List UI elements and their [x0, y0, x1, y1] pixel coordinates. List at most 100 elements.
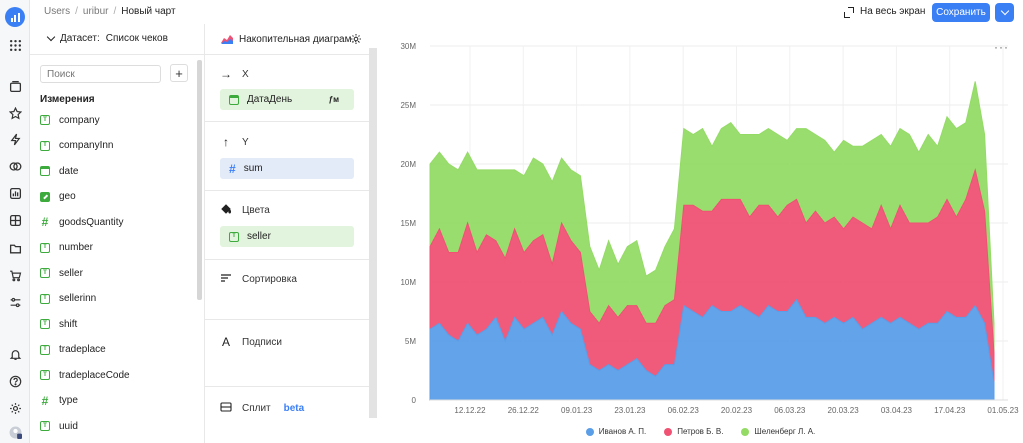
text-type-icon: T	[229, 231, 239, 242]
y-tick-label: 10M	[400, 278, 416, 287]
x-field-function-icon[interactable]: ƒм	[328, 95, 339, 104]
date-type-icon	[229, 94, 239, 105]
field-name: tradeplace	[59, 344, 106, 355]
add-field-button[interactable]: +	[170, 64, 188, 82]
chevron-down-icon	[46, 32, 56, 42]
datalens-logo-icon[interactable]	[5, 7, 25, 27]
stacked-area-icon	[221, 35, 233, 44]
x-tick-label: 20.02.23	[721, 406, 753, 415]
legend-label: Шеленберг Л. А.	[754, 427, 816, 436]
sections-scrollbar[interactable]	[369, 48, 377, 418]
color-field-name: seller	[247, 231, 271, 242]
marketplace-cart-icon[interactable]	[7, 267, 23, 283]
field-search-input[interactable]	[40, 65, 161, 83]
field-name: shift	[59, 318, 78, 330]
apps-grid-icon[interactable]	[7, 37, 23, 53]
section-split[interactable]: Сплит beta	[205, 386, 369, 443]
field-item-goodsQuantity[interactable]: # goodsQuantity	[40, 214, 124, 230]
date-type-icon	[40, 166, 50, 176]
legend-item[interactable]: Иванов А. П.	[585, 427, 646, 436]
field-name: companyInn	[59, 140, 114, 151]
visualization-type-selector[interactable]: Накопительная диаграм...	[220, 33, 360, 45]
connections-bolt-icon[interactable]	[7, 131, 23, 147]
dashboards-icon[interactable]	[7, 212, 23, 228]
x-tick-label: 03.04.23	[881, 406, 913, 415]
field-item-geo[interactable]: geo	[40, 189, 76, 205]
x-tick-label: 20.03.23	[828, 406, 860, 415]
beta-badge: beta	[283, 402, 305, 414]
y-field-name: sum	[243, 163, 263, 174]
fullscreen-label: На весь экран	[860, 6, 926, 17]
x-tick-label: 09.01.23	[561, 406, 593, 415]
field-name: tradeplaceCode	[59, 369, 130, 381]
section-labels-label: A Подписи	[221, 335, 282, 349]
save-button[interactable]: Сохранить	[932, 3, 990, 22]
notifications-bell-icon[interactable]	[7, 346, 23, 362]
fullscreen-button[interactable]: На весь экран	[844, 6, 926, 18]
dataset-selector[interactable]: Датасет: Список чеков	[46, 32, 168, 44]
field-name: sellerinn	[59, 293, 97, 304]
text-type-icon: T	[40, 115, 50, 125]
legend-label: Петров Б. В.	[677, 427, 724, 436]
x-field-chip[interactable]: ДатаДень ƒм	[220, 89, 354, 110]
collections-icon[interactable]	[7, 78, 23, 94]
field-item-date[interactable]: date	[40, 163, 78, 179]
field-item-type[interactable]: # type	[40, 393, 78, 409]
left-rail	[0, 0, 30, 443]
breadcrumb-current-chart: Новый чарт	[121, 6, 176, 17]
visualization-type-label: Накопительная диаграм...	[239, 33, 360, 45]
charts-bar-icon[interactable]	[7, 185, 23, 201]
legend-item[interactable]: Петров Б. В.	[664, 427, 723, 436]
dataset-title: Датасет:	[60, 33, 100, 44]
y-tick-label: 30M	[400, 42, 416, 51]
text-type-icon: T	[40, 421, 50, 431]
text-type-icon: T	[40, 140, 50, 151]
settings-sliders-icon[interactable]	[7, 294, 23, 310]
paint-bucket-icon	[220, 203, 232, 218]
dimensions-heading: Измерения	[40, 94, 95, 105]
chart-menu-dots-icon[interactable]: ···	[994, 40, 1009, 54]
legend-swatch	[741, 427, 750, 436]
help-question-icon[interactable]	[7, 373, 23, 389]
breadcrumb-uribur[interactable]: uribur	[82, 6, 109, 17]
field-name: date	[59, 165, 79, 177]
favorites-star-icon[interactable]	[7, 105, 23, 121]
stacked-area-chart: 0 5M 10M 15M 20M 25M 30M 12.12.22 26.12.22 09.01.…	[400, 42, 1019, 415]
avatar[interactable]	[7, 424, 23, 440]
section-x-label: → X	[220, 67, 249, 81]
x-tick-label: 12.12.22	[454, 406, 486, 415]
visualization-settings-gear-icon[interactable]	[350, 33, 362, 45]
y-tick-label: 20M	[400, 160, 416, 169]
save-dropdown-chevron-icon[interactable]	[995, 3, 1014, 22]
folder-icon[interactable]	[7, 240, 23, 256]
breadcrumb-users[interactable]: Users	[44, 6, 71, 17]
x-tick-label: 23.01.23	[614, 406, 646, 415]
section-labels[interactable]: A Подписи	[205, 319, 369, 379]
visualization-sections-panel: Накопительная диаграм... → X ДатаДень ƒм …	[205, 24, 369, 443]
settings-gear-icon[interactable]	[7, 400, 23, 416]
color-field-chip[interactable]: T seller	[220, 226, 354, 247]
dataset-scrollbar[interactable]	[197, 60, 202, 300]
field-name: uuid	[59, 420, 78, 432]
number-type-icon: #	[41, 393, 49, 408]
legend-swatch	[664, 427, 673, 436]
datasets-icon[interactable]	[7, 158, 23, 174]
split-icon	[220, 401, 232, 415]
y-tick-label: 15M	[400, 219, 416, 228]
section-x: → X ДатаДень ƒм	[205, 54, 369, 121]
field-name: geo	[59, 191, 76, 202]
field-name: seller	[59, 267, 83, 279]
text-type-icon: T	[40, 319, 50, 329]
section-sort[interactable]: Сортировка	[205, 259, 369, 319]
legend-item[interactable]: Шеленберг Л. А.	[741, 427, 815, 436]
y-field-chip[interactable]: # sum	[220, 158, 354, 179]
